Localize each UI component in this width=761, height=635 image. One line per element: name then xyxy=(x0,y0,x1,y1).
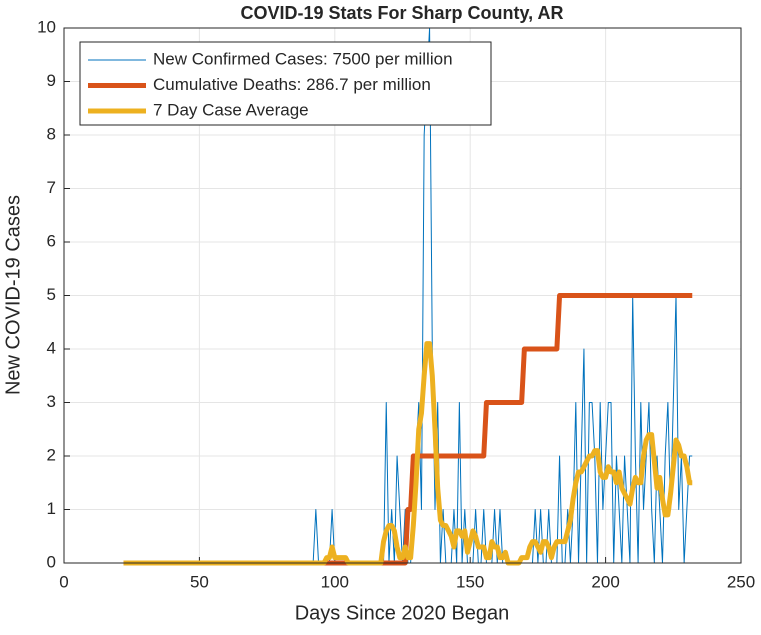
legend-label: Cumulative Deaths: 286.7 per million xyxy=(153,75,431,94)
axes-box xyxy=(63,27,742,564)
legend-label: 7 Day Case Average xyxy=(153,100,309,119)
y-tick-label: 6 xyxy=(47,231,56,250)
x-tick-label: 50 xyxy=(190,572,209,591)
x-tick-label: 250 xyxy=(727,572,755,591)
y-tick-label: 4 xyxy=(47,338,56,357)
y-tick-label: 7 xyxy=(47,178,56,197)
legend: New Confirmed Cases: 7500 per million Cum… xyxy=(79,41,492,126)
x-tick-label: 150 xyxy=(456,572,484,591)
y-tick-label: 2 xyxy=(47,445,56,464)
y-tick-label: 3 xyxy=(47,392,56,411)
legend-box xyxy=(79,41,492,126)
chart-title: COVID-19 Stats For Sharp County, AR xyxy=(240,3,563,23)
y-tick-label: 0 xyxy=(47,552,56,571)
y-tick-label: 5 xyxy=(47,285,56,304)
y-tick-label: 10 xyxy=(37,17,56,36)
legend-label: New Confirmed Cases: 7500 per million xyxy=(153,49,453,68)
x-tick-label: 200 xyxy=(591,572,619,591)
y-tick-label: 1 xyxy=(47,499,56,518)
x-tick-label: 0 xyxy=(59,572,68,591)
x-tick-label: 100 xyxy=(321,572,349,591)
y-axis-label: New COVID-19 Cases xyxy=(2,195,24,395)
y-tick-label: 9 xyxy=(47,71,56,90)
y-tick-label: 8 xyxy=(47,124,56,143)
x-axis-label: Days Since 2020 Began xyxy=(295,602,510,624)
